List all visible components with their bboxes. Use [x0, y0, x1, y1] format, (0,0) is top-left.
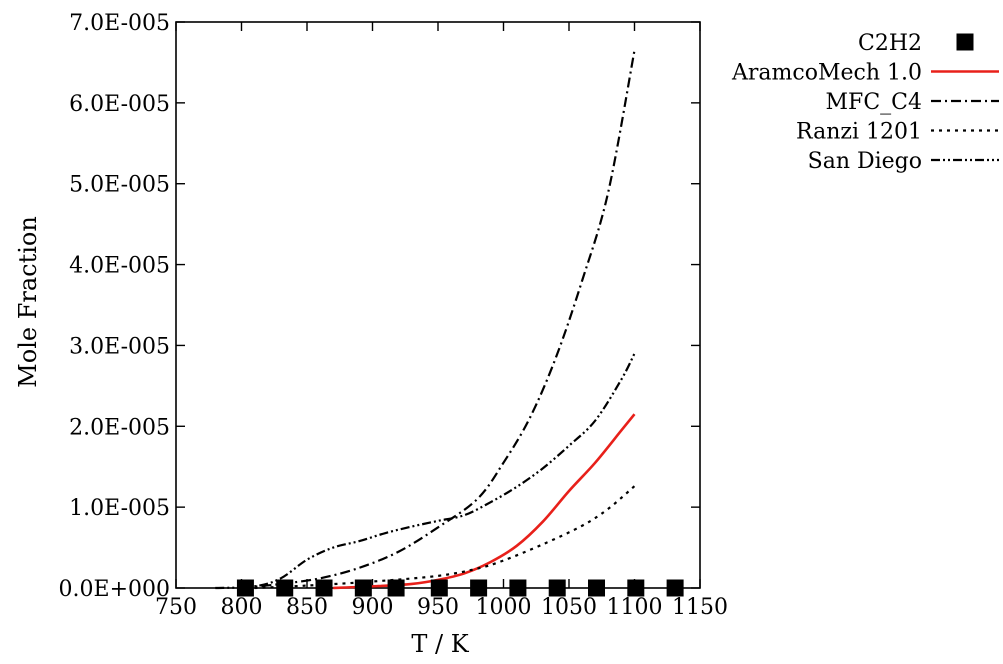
x-tick-label: 1100 — [607, 595, 663, 620]
y-tick-label: 0.0E+000 — [59, 577, 170, 602]
series-line-aramcomech-1-0 — [333, 413, 636, 590]
x-tick-label: 950 — [417, 595, 459, 620]
data-point-c2h2 — [509, 579, 527, 597]
series-line-mfc-c4 — [241, 50, 636, 590]
data-point-c2h2 — [354, 579, 372, 597]
y-tick-label: 4.0E-005 — [69, 254, 170, 279]
y-tick-label: 1.0E-005 — [69, 496, 170, 521]
legend-label-c2h2: C2H2 — [858, 31, 922, 56]
plot-frame — [175, 21, 701, 589]
x-tick-label: 1050 — [541, 595, 597, 620]
series-layer — [215, 50, 684, 597]
data-point-c2h2 — [548, 579, 566, 597]
data-point-c2h2 — [387, 579, 405, 597]
y-tick-label: 7.0E-005 — [69, 11, 170, 36]
x-tick-label: 1000 — [476, 595, 532, 620]
x-tick-label: 800 — [221, 595, 263, 620]
data-point-c2h2 — [666, 579, 684, 597]
y-tick-label: 6.0E-005 — [69, 92, 170, 117]
x-tick-label: 1150 — [672, 595, 728, 620]
x-tick-label: 850 — [286, 595, 328, 620]
legend-label-mfc-c4: MFC_C4 — [826, 90, 922, 115]
y-tick-label: 5.0E-005 — [69, 173, 170, 198]
data-point-c2h2 — [588, 579, 606, 597]
series-line-ranzi-1201 — [254, 485, 636, 590]
x-tick-label: 900 — [352, 595, 394, 620]
y-axis-title: Mole Fraction — [14, 216, 42, 388]
axes: 750 800 850 900 950 1000 1050 1100 1150 0.0E+000 1… — [59, 11, 728, 620]
data-point-c2h2 — [315, 579, 333, 597]
data-point-c2h2 — [430, 579, 448, 597]
legend-label-ranzi-1201: Ranzi 1201 — [796, 120, 922, 145]
legend-label-aramcomech-1-0: AramcoMech 1.0 — [731, 61, 922, 86]
y-tick-label: 2.0E-005 — [69, 415, 170, 440]
data-point-c2h2 — [236, 579, 254, 597]
data-point-c2h2 — [627, 579, 645, 597]
data-point-c2h2 — [276, 579, 294, 597]
y-tick-label: 3.0E-005 — [69, 334, 170, 359]
legend-label-san-diego: San Diego — [808, 149, 922, 174]
x-tick-label: 750 — [155, 595, 197, 620]
legend: C2H2 AramcoMech 1.0 MFC_C4 Ranzi 1201 San Di… — [731, 31, 999, 174]
series-line-san-diego — [215, 353, 636, 590]
x-axis-title: T / K — [411, 630, 469, 658]
legend-swatch-c2h2 — [956, 33, 974, 51]
data-point-c2h2 — [470, 579, 488, 597]
